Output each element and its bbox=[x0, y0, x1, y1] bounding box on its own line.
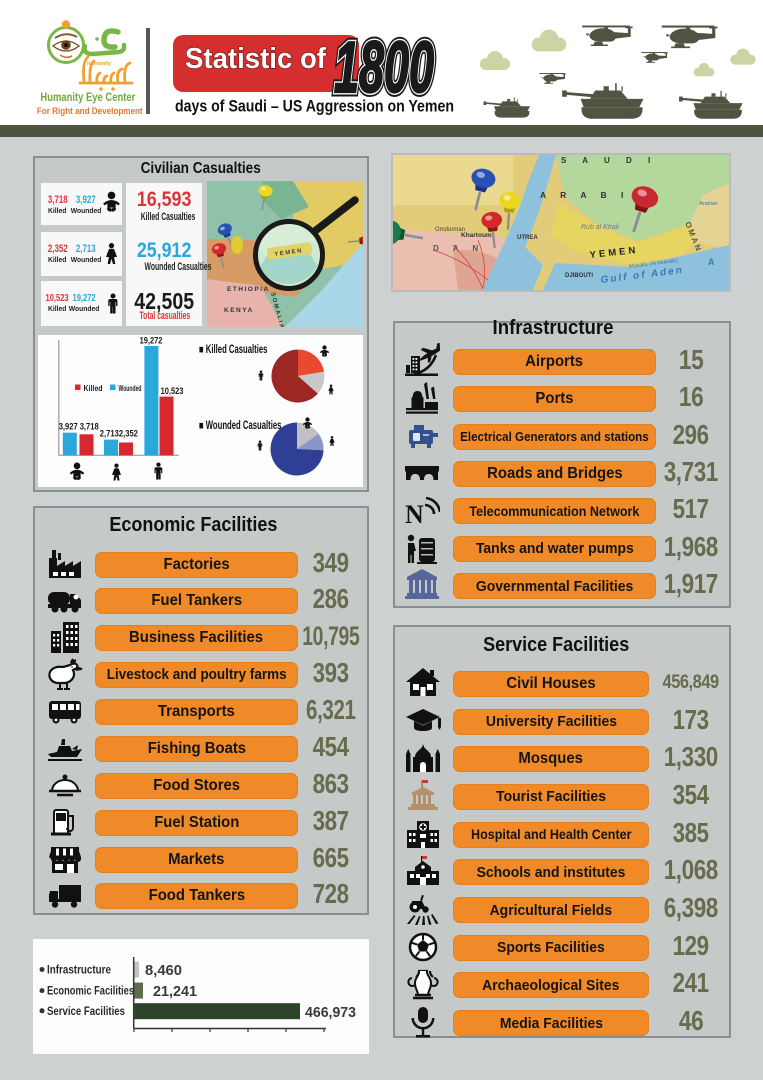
svg-text:UTREA: UTREA bbox=[517, 235, 538, 241]
svg-text:Arabian: Arabian bbox=[699, 201, 718, 207]
svg-text:D A N: D A N bbox=[433, 244, 484, 253]
svg-text:2,352: 2,352 bbox=[119, 429, 138, 439]
svg-text:466,973: 466,973 bbox=[305, 1004, 356, 1021]
svg-text:Economic Facilities: Economic Facilities bbox=[47, 986, 134, 998]
svg-text:Omdurman: Omdurman bbox=[435, 227, 465, 233]
svg-text:8,460: 8,460 bbox=[145, 962, 182, 979]
svg-text:Killed: Killed bbox=[84, 383, 103, 393]
svg-text:ETHIOPIA: ETHIOPIA bbox=[227, 286, 270, 293]
svg-text:Service Facilities: Service Facilities bbox=[47, 1006, 125, 1018]
svg-text:19,272: 19,272 bbox=[140, 336, 163, 346]
svg-text:A: A bbox=[708, 257, 715, 267]
svg-text:10,523: 10,523 bbox=[161, 386, 184, 396]
svg-text:Rub al Khali: Rub al Khali bbox=[581, 224, 619, 231]
svg-text:Statistic of: Statistic of bbox=[185, 43, 326, 75]
svg-text:Infrastructure: Infrastructure bbox=[47, 965, 111, 977]
svg-text:Wounded: Wounded bbox=[119, 383, 142, 393]
svg-text:YEMEN: YEMEN bbox=[274, 248, 303, 258]
svg-text:21,241: 21,241 bbox=[153, 983, 197, 1000]
svg-text:N: N bbox=[405, 500, 424, 529]
svg-text:3,718: 3,718 bbox=[80, 422, 99, 432]
svg-text:1800: 1800 bbox=[334, 28, 434, 108]
svg-text:humanity: humanity bbox=[87, 61, 112, 67]
svg-text:days of Saudi – US Aggression: days of Saudi – US Aggression on Yemen bbox=[175, 97, 454, 116]
svg-text:3,927: 3,927 bbox=[59, 422, 78, 432]
svg-text:1800: 1800 bbox=[334, 28, 434, 108]
svg-text:1800: 1800 bbox=[334, 28, 434, 108]
svg-text:A R A B I A: A R A B I A bbox=[540, 190, 650, 200]
svg-text:2,713: 2,713 bbox=[100, 429, 119, 439]
svg-text:KENYA: KENYA bbox=[224, 307, 254, 314]
svg-text:Khartoum: Khartoum bbox=[461, 232, 492, 239]
svg-text:DJIBOUTI: DJIBOUTI bbox=[565, 273, 593, 279]
svg-text:YEMEN: YEMEN bbox=[589, 245, 639, 261]
svg-text:S A U D I: S A U D I bbox=[561, 156, 657, 165]
